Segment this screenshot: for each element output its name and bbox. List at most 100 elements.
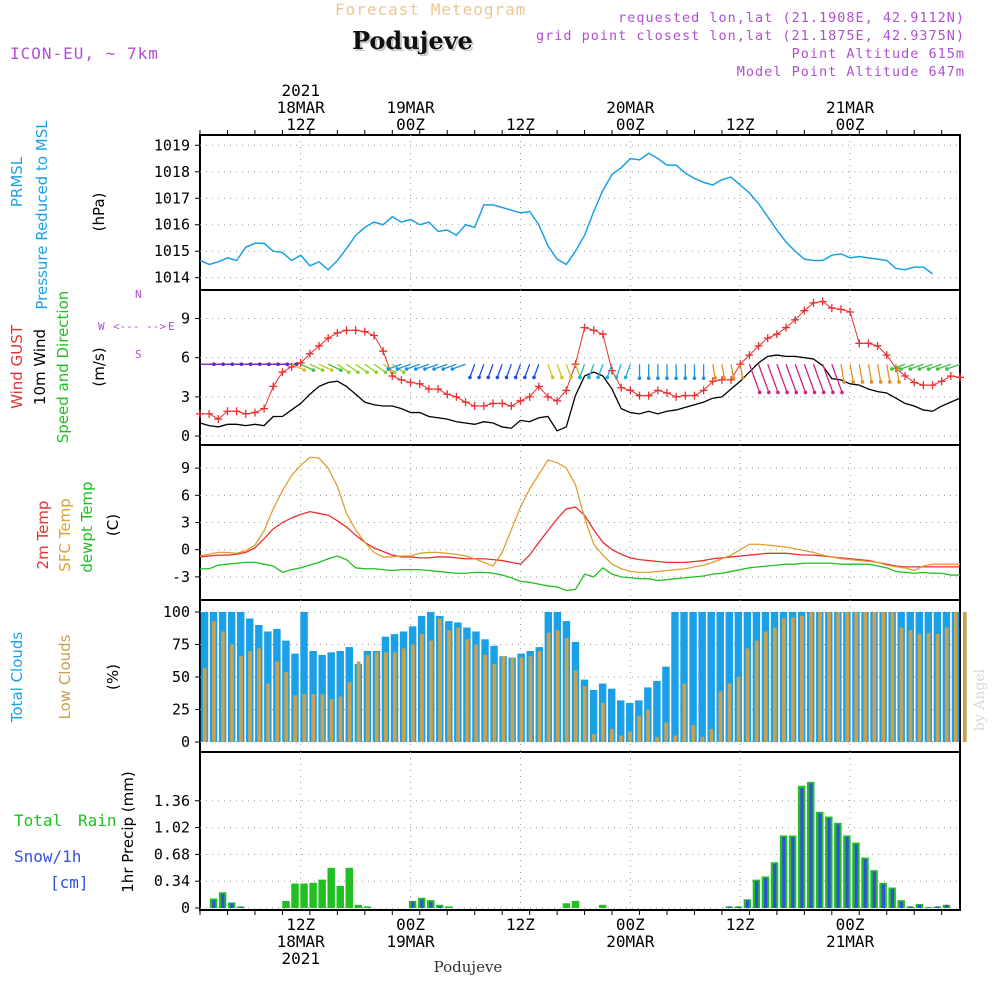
low-clouds-bar [293, 695, 298, 742]
gust-marker [205, 409, 214, 418]
wind-direction-arrow [355, 363, 368, 373]
snow-label: Snow/1h [14, 847, 81, 866]
wind-direction-arrow [831, 364, 843, 393]
gust-marker [864, 339, 873, 348]
snow-bar [881, 884, 885, 908]
time-label-top: 12Z [506, 115, 535, 134]
low-clouds-bar [673, 735, 678, 742]
low-clouds-bar [275, 661, 280, 742]
y-tick-label: 1.36 [154, 792, 190, 810]
wind-direction-arrowhead [468, 375, 472, 380]
wind-direction-arrowhead [401, 370, 406, 375]
time-label-top: 19MAR [387, 98, 436, 117]
gust-marker [580, 323, 589, 332]
gust-marker [681, 391, 690, 400]
low-clouds-bar [718, 691, 723, 742]
total-precip-bar [300, 883, 308, 908]
total-precip-bar [282, 900, 290, 908]
wind-direction-arrowhead [683, 376, 688, 381]
gust-marker [525, 392, 534, 401]
watermark: by Angel [972, 668, 988, 731]
requested-coords: requested lon,lat (21.1908E, 42.9112N) [618, 10, 965, 26]
snow-bar [863, 859, 867, 908]
wind-direction-arrowhead [532, 375, 536, 380]
total-clouds-bar [689, 612, 697, 742]
wind-direction-arrowhead [386, 367, 391, 371]
wind-direction-arrowhead [383, 370, 388, 375]
low-clouds-bar [881, 612, 886, 742]
wind-direction-arrowhead [623, 375, 628, 380]
wind-direction-arrowhead [692, 376, 697, 381]
low-clouds-bar [619, 735, 623, 742]
wind-direction-arrowhead [450, 367, 455, 371]
wind-direction-arrow [785, 364, 797, 393]
low-clouds-bar [754, 640, 759, 742]
total-clouds-bar [327, 652, 335, 742]
gust-marker [644, 391, 653, 400]
gust-marker [196, 409, 204, 418]
wind-direction-arrow [397, 363, 411, 370]
wind-direction-arrow [364, 363, 377, 373]
model-altitude: Model Point Altitude 647m [736, 64, 965, 80]
low-clouds-bar [591, 734, 596, 742]
wind-direction-arrow [624, 364, 631, 378]
gust-marker [214, 415, 223, 424]
wind-direction-arrowhead [840, 390, 844, 395]
y-tick-label: 0 [181, 733, 190, 751]
gust-marker [699, 386, 708, 395]
low-clouds-bar [211, 621, 216, 742]
low-clouds-bar [302, 693, 307, 742]
wind-direction-arrowhead [294, 362, 299, 367]
y-tick-label: 0.34 [154, 872, 190, 890]
wind-direction-arrow [415, 363, 430, 370]
time-label-top: 20MAR [606, 98, 655, 117]
y-tick-label: 9 [181, 459, 190, 477]
wind-direction-arrowhead [356, 370, 360, 375]
gust-marker [379, 347, 388, 356]
low-clouds-bar [420, 634, 424, 742]
wind-direction-arrowhead [926, 367, 931, 371]
y-tick-label: 0 [181, 427, 190, 445]
wind-direction-arrow [336, 363, 350, 373]
total-precip-bar [327, 867, 335, 908]
gust-marker [351, 326, 360, 335]
wind-direction-arrowhead [908, 367, 913, 371]
gust-marker [873, 341, 882, 350]
low-clouds-bar [374, 652, 379, 742]
total-clouds-bar [626, 703, 634, 742]
snow-bar [890, 889, 894, 908]
low-clouds-bar [637, 716, 641, 742]
gust-marker [791, 315, 800, 324]
time-label-top: 2021 [281, 81, 320, 100]
wind-direction-arrow [812, 364, 825, 393]
gust-marker [424, 385, 433, 394]
wind-direction-arrowhead [897, 380, 901, 384]
gust-marker [589, 326, 598, 335]
low-clouds-bar [809, 612, 813, 742]
sfc-temp-label: SFC Temp [56, 498, 74, 571]
wind-unit: (m/s) [90, 347, 108, 386]
low-clouds-bar [763, 631, 768, 742]
panel-frame [199, 134, 961, 291]
snow-unit: [cm] [50, 873, 89, 892]
gust-marker [598, 330, 607, 339]
gust-label: Wind GUST [8, 324, 26, 409]
wind-direction-arrow [565, 364, 572, 378]
compass-south: S [135, 348, 142, 361]
gust-marker [818, 297, 827, 306]
total-clouds-bar [680, 612, 688, 742]
snow-bar [736, 906, 741, 908]
wind-direction-arrow [406, 363, 420, 370]
gust-marker [855, 339, 864, 348]
snow-bar [782, 837, 786, 908]
wind-direction-arrow [849, 364, 854, 383]
y-tick-label: 3 [181, 514, 190, 532]
low-clouds-bar [329, 699, 334, 742]
wind-direction-arrowhead [504, 375, 509, 380]
total-clouds-bar [300, 612, 308, 742]
gust-marker [772, 330, 781, 339]
wind-direction-arrow [858, 364, 864, 383]
total-precip-bar [345, 867, 354, 908]
wind-direction-arrow [318, 363, 332, 371]
y-tick-label: 6 [181, 349, 190, 367]
